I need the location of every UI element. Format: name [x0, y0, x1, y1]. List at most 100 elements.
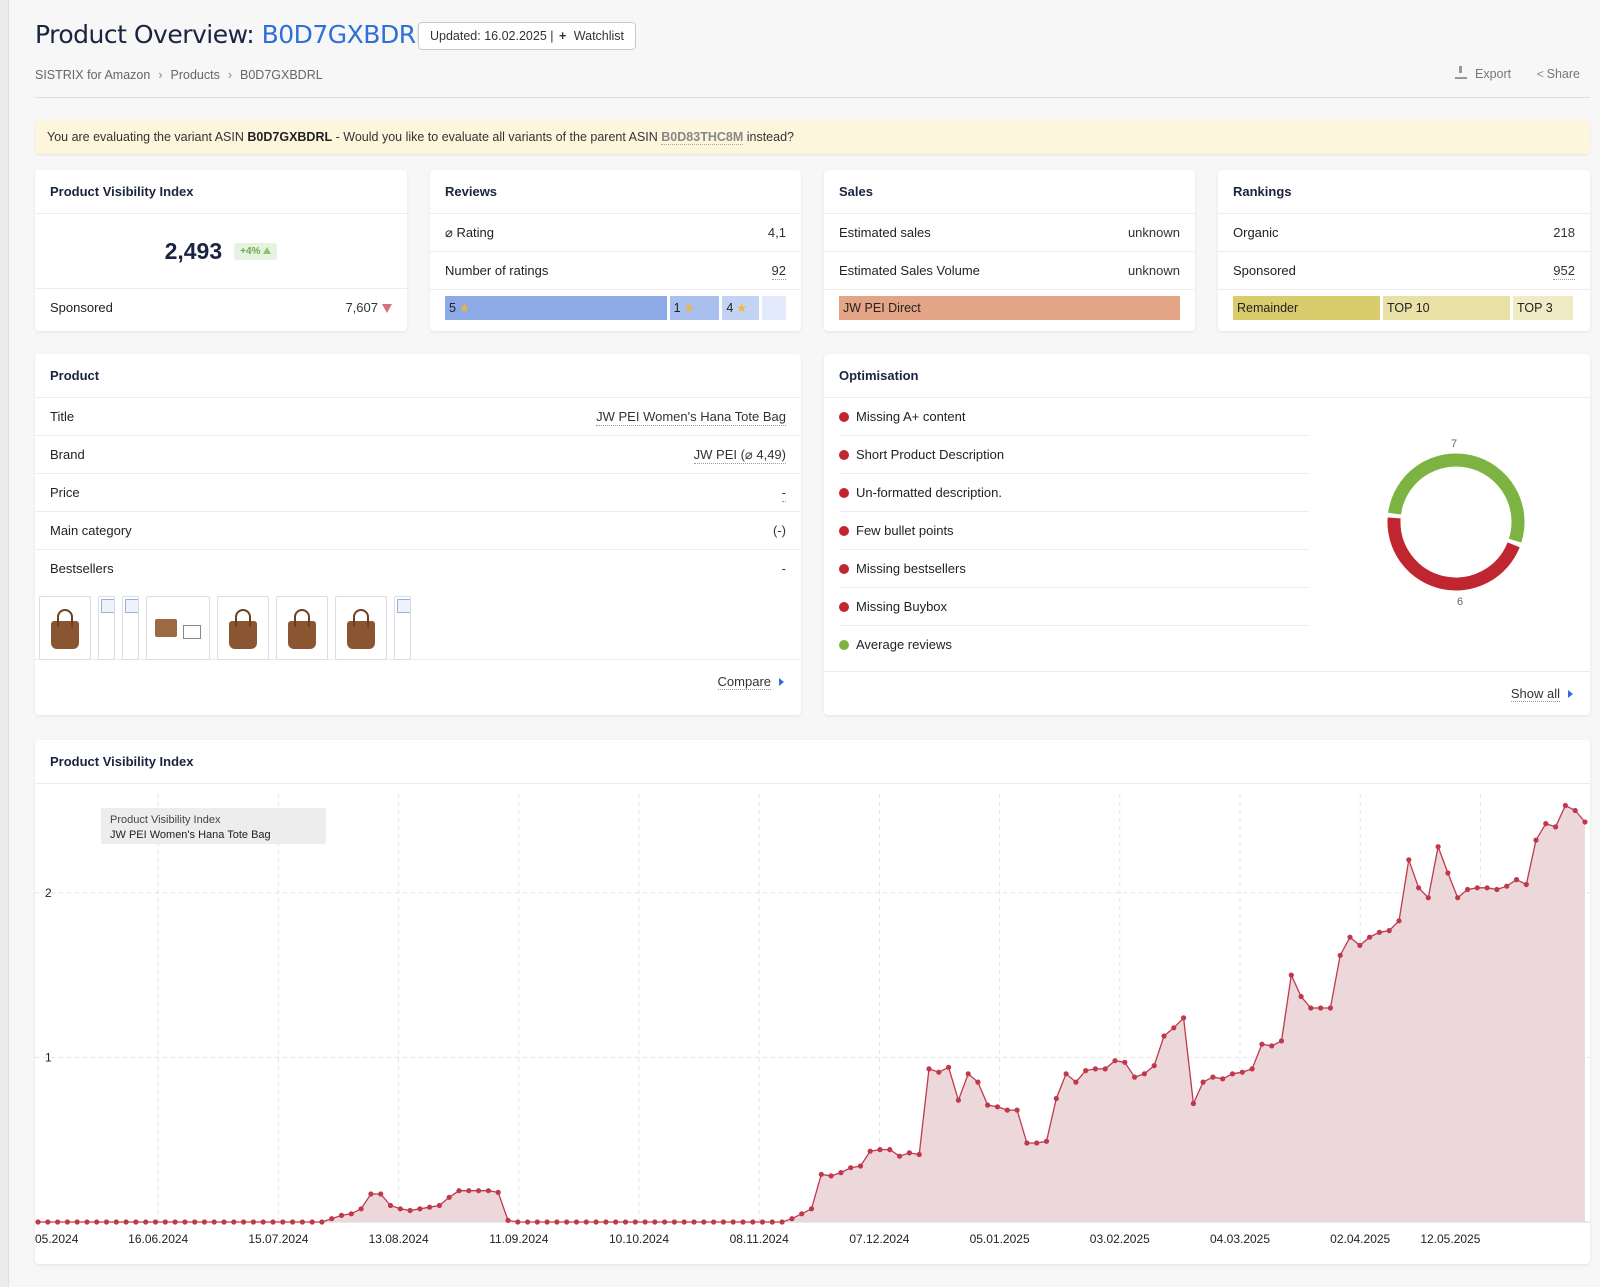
data-point[interactable]: [593, 1219, 599, 1225]
updated-watchlist-button[interactable]: Updated: 16.02.2025 | + Watchlist: [418, 22, 637, 50]
data-point[interactable]: [280, 1219, 286, 1225]
data-point[interactable]: [1112, 1058, 1118, 1064]
data-point[interactable]: [759, 1219, 766, 1225]
data-point[interactable]: [485, 1188, 491, 1194]
data-point[interactable]: [505, 1217, 511, 1223]
data-point[interactable]: [368, 1191, 374, 1197]
parent-asin-link[interactable]: B0D83THC8M: [661, 130, 744, 145]
data-point[interactable]: [1053, 1095, 1059, 1102]
rating-segment-5[interactable]: 5 ★: [445, 296, 667, 320]
data-point[interactable]: [1014, 1107, 1020, 1113]
data-point[interactable]: [152, 1219, 159, 1225]
brand-value[interactable]: JW PEI (⌀ 4,49): [693, 447, 786, 464]
data-point[interactable]: [456, 1188, 462, 1194]
data-point[interactable]: [1122, 1059, 1128, 1065]
data-point[interactable]: [662, 1219, 668, 1225]
data-point[interactable]: [338, 1212, 345, 1218]
data-point[interactable]: [231, 1219, 237, 1225]
product-thumbnail[interactable]: [146, 596, 210, 660]
data-point[interactable]: [1308, 1005, 1314, 1011]
data-point[interactable]: [162, 1219, 168, 1225]
data-point[interactable]: [1141, 1071, 1147, 1077]
data-point[interactable]: [1043, 1138, 1050, 1144]
data-point[interactable]: [926, 1066, 932, 1072]
data-point[interactable]: [867, 1148, 873, 1154]
data-point[interactable]: [740, 1219, 746, 1225]
data-point[interactable]: [1543, 821, 1549, 827]
data-point[interactable]: [387, 1202, 394, 1209]
data-point[interactable]: [55, 1219, 61, 1225]
data-point[interactable]: [652, 1219, 658, 1225]
data-point[interactable]: [201, 1219, 207, 1225]
data-point[interactable]: [906, 1150, 913, 1156]
data-point[interactable]: [789, 1216, 795, 1222]
data-point[interactable]: [378, 1191, 384, 1197]
export-button[interactable]: Export: [1455, 66, 1511, 81]
data-point[interactable]: [1083, 1068, 1089, 1074]
data-point[interactable]: [994, 1104, 1001, 1110]
data-point[interactable]: [750, 1219, 756, 1225]
data-point[interactable]: [1435, 844, 1441, 850]
data-point[interactable]: [1357, 942, 1363, 948]
data-point[interactable]: [1464, 886, 1471, 893]
data-point[interactable]: [221, 1219, 227, 1225]
product-thumbnail[interactable]: [335, 596, 387, 660]
data-point[interactable]: [113, 1219, 119, 1225]
data-point[interactable]: [1161, 1033, 1167, 1039]
data-point[interactable]: [172, 1219, 178, 1225]
data-point[interactable]: [544, 1219, 550, 1225]
data-point[interactable]: [1092, 1066, 1098, 1072]
data-point[interactable]: [64, 1219, 70, 1225]
data-point[interactable]: [916, 1151, 922, 1158]
data-point[interactable]: [613, 1219, 619, 1225]
data-point[interactable]: [818, 1171, 824, 1177]
broken-image-icon[interactable]: [394, 596, 411, 660]
data-point[interactable]: [1386, 928, 1392, 934]
data-point[interactable]: [515, 1219, 521, 1225]
data-point[interactable]: [1190, 1100, 1196, 1107]
data-point[interactable]: [632, 1219, 638, 1225]
data-point[interactable]: [1318, 1005, 1324, 1011]
data-point[interactable]: [701, 1219, 707, 1225]
data-point[interactable]: [965, 1071, 971, 1077]
rating-segment-other[interactable]: [762, 296, 786, 320]
data-point[interactable]: [1337, 952, 1343, 958]
data-point[interactable]: [143, 1219, 149, 1225]
data-point[interactable]: [250, 1219, 256, 1225]
data-point[interactable]: [887, 1147, 893, 1153]
data-point[interactable]: [1553, 824, 1559, 830]
data-point[interactable]: [554, 1219, 560, 1225]
broken-image-icon[interactable]: [122, 596, 139, 660]
data-point[interactable]: [1171, 1025, 1177, 1031]
data-point[interactable]: [1523, 881, 1529, 888]
data-point[interactable]: [299, 1219, 305, 1225]
broken-image-icon[interactable]: [98, 596, 115, 660]
data-point[interactable]: [319, 1219, 325, 1225]
data-point[interactable]: [1455, 895, 1461, 901]
data-point[interactable]: [720, 1219, 727, 1225]
product-thumbnail[interactable]: [217, 596, 269, 660]
data-point[interactable]: [211, 1219, 217, 1225]
donut-segment-bad[interactable]: [1387, 517, 1520, 591]
data-point[interactable]: [123, 1219, 129, 1225]
data-point[interactable]: [1151, 1063, 1157, 1069]
data-point[interactable]: [857, 1163, 864, 1169]
data-point[interactable]: [466, 1188, 472, 1194]
ranking-segment-remainder[interactable]: Remainder: [1233, 296, 1380, 320]
data-point[interactable]: [1367, 934, 1373, 940]
data-point[interactable]: [564, 1219, 570, 1225]
price-value[interactable]: -: [781, 485, 786, 502]
data-point[interactable]: [730, 1219, 736, 1225]
data-point[interactable]: [1278, 1038, 1285, 1044]
data-point[interactable]: [1474, 885, 1480, 891]
data-point[interactable]: [1259, 1041, 1265, 1047]
rating-segment-4[interactable]: 4 ★: [722, 296, 760, 320]
data-point[interactable]: [1004, 1107, 1010, 1113]
data-point[interactable]: [799, 1211, 805, 1217]
ratings-count-value[interactable]: 92: [771, 263, 786, 280]
data-point[interactable]: [290, 1219, 296, 1225]
data-point[interactable]: [691, 1219, 697, 1225]
share-button[interactable]: < Share: [1536, 67, 1580, 81]
data-point[interactable]: [534, 1219, 540, 1225]
data-point[interactable]: [848, 1165, 854, 1171]
